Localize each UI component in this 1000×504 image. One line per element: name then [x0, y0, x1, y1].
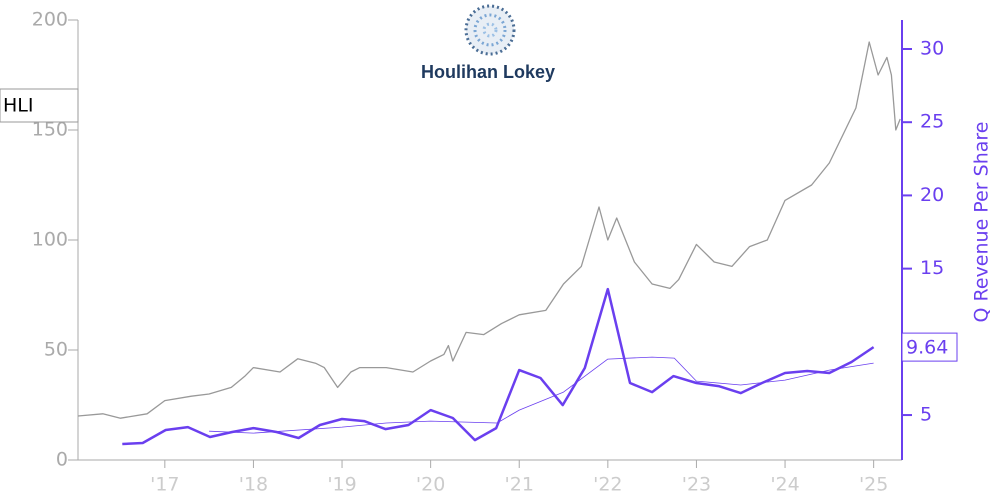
x-tick-label: '21: [505, 474, 534, 496]
y-tick-label: 100: [32, 229, 68, 251]
x-tick-label: '24: [770, 474, 799, 496]
y-tick-label: 0: [56, 449, 68, 471]
y2-tick-label: 30: [920, 37, 944, 59]
x-tick-label: '17: [150, 474, 179, 496]
legend-box: [0, 88, 79, 123]
y-tick-label: 50: [44, 339, 68, 361]
last-value-box: 9.64: [901, 332, 958, 362]
y2-axis-label: Q Revenue Per Share: [971, 122, 993, 323]
x-tick-label: '22: [593, 474, 622, 496]
legend-label: HLI: [3, 95, 33, 117]
series-line: [122, 287, 875, 446]
y-tick-label: 200: [32, 9, 68, 31]
logo-globe-dots: [464, 4, 516, 56]
series-line: [77, 41, 901, 419]
last-value-frame: [901, 332, 958, 362]
logo-globe-dots: [473, 13, 507, 47]
logo: Houlihan Lokey: [421, 4, 555, 82]
logo-text: Houlihan Lokey: [421, 62, 555, 82]
last-value-label: 9.64: [906, 337, 948, 359]
y2-tick-label: 15: [920, 257, 944, 279]
x-tick-label: '25: [859, 474, 888, 496]
x-tick-label: '23: [682, 474, 711, 496]
x-tick-label: '19: [327, 474, 356, 496]
trend-line: [209, 356, 874, 434]
y2-tick-label: 5: [920, 404, 932, 426]
y2-tick-label: 25: [920, 111, 944, 133]
logo-globe-dots: [482, 22, 498, 38]
y-tick-label: 150: [32, 119, 68, 141]
x-tick-label: '18: [239, 474, 268, 496]
y2-tick-label: 20: [920, 184, 944, 206]
logo-globe: [466, 6, 514, 54]
x-tick-label: '20: [416, 474, 445, 496]
